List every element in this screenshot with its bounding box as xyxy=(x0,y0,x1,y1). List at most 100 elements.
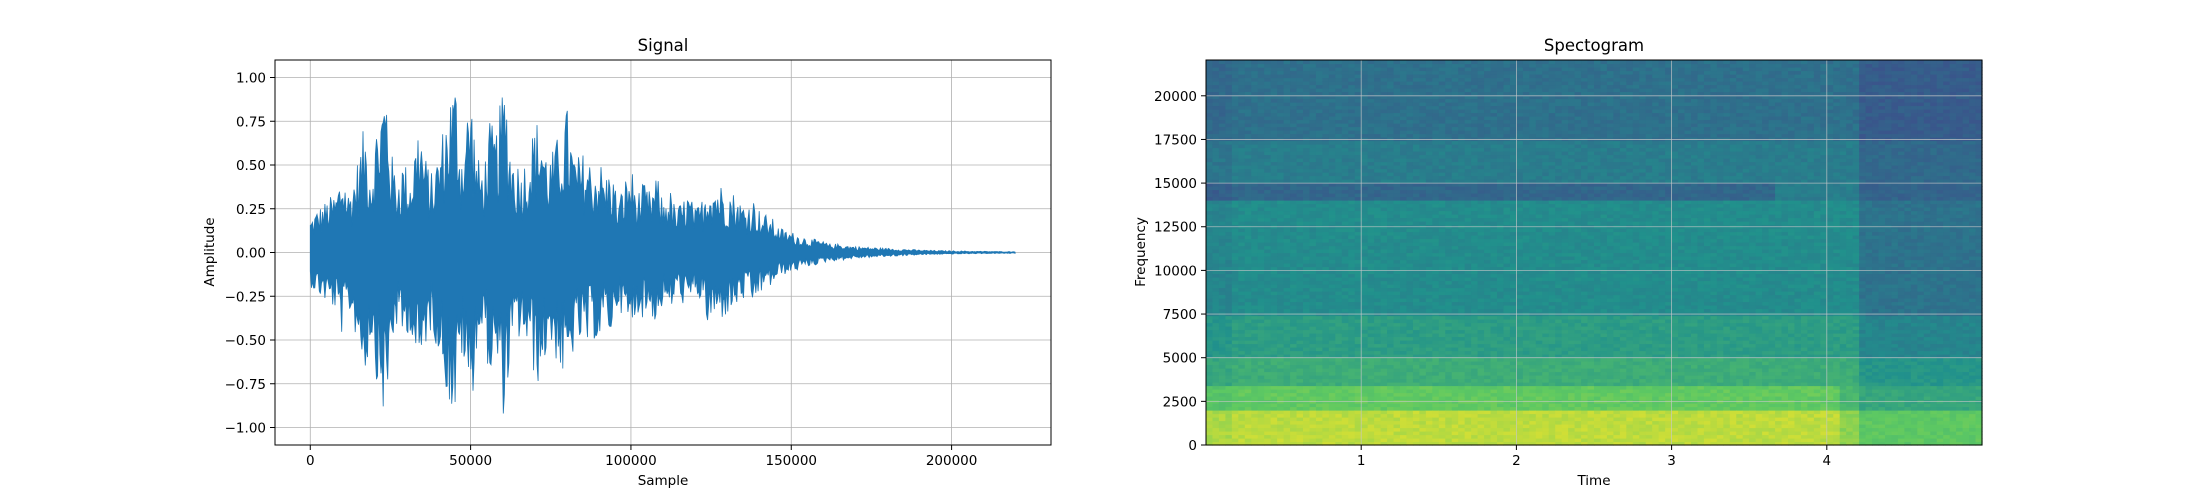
spectrogram-cell xyxy=(1425,385,1433,390)
spectrogram-cell xyxy=(1303,203,1311,208)
spectrogram-cell xyxy=(1458,361,1466,366)
spectrogram-cell xyxy=(1206,102,1214,107)
spectrogram-cell xyxy=(1387,214,1395,219)
spectrogram-cell xyxy=(1244,105,1252,110)
spectrogram-cell xyxy=(1231,231,1239,236)
spectrogram-cell xyxy=(1335,161,1343,166)
spectrogram-cell xyxy=(1251,378,1259,383)
spectrogram-cell xyxy=(1309,151,1317,156)
spectrogram-cell xyxy=(1477,406,1485,411)
spectrogram-cell xyxy=(1393,298,1401,303)
spectrogram-cell xyxy=(1400,434,1408,439)
spectrogram-cell xyxy=(1212,305,1220,310)
spectrogram-cell xyxy=(1322,298,1330,303)
spectrogram-cell xyxy=(1374,228,1382,233)
spectrogram-cell xyxy=(1425,67,1433,72)
spectrogram-cell xyxy=(1477,273,1485,278)
spectrogram-cell xyxy=(1296,196,1304,201)
spectrogram-cell xyxy=(1264,207,1272,212)
spectrogram-cell xyxy=(1251,140,1259,145)
spectrogram-cell xyxy=(1270,378,1278,383)
spectrogram-cell xyxy=(1257,315,1265,320)
spectrogram-cell xyxy=(1374,81,1382,86)
spectrogram-cell xyxy=(1218,245,1226,250)
spectrogram-cell xyxy=(1406,154,1414,159)
spectrogram-cell xyxy=(1464,322,1472,327)
spectrogram-cell xyxy=(1290,84,1298,89)
spectrogram-cell xyxy=(1484,350,1492,355)
spectrogram-cell xyxy=(1231,256,1239,261)
spectrogram-cell xyxy=(1432,396,1440,401)
spectrogram-cell xyxy=(1425,389,1433,394)
spectrogram-cell xyxy=(1277,375,1285,380)
spectrogram-cell xyxy=(1484,329,1492,334)
spectrogram-cell xyxy=(1335,403,1343,408)
spectrogram-cell xyxy=(1400,165,1408,170)
spectrogram-cell xyxy=(1335,74,1343,79)
spectrogram-cell xyxy=(1400,235,1408,240)
spectrogram-cell xyxy=(1206,242,1214,247)
spectrogram-cell xyxy=(1231,182,1239,187)
spectrogram-cell xyxy=(1451,203,1459,208)
spectrogram-cell xyxy=(1412,406,1420,411)
spectrogram-cell xyxy=(1464,308,1472,313)
spectrogram-cell xyxy=(1225,427,1233,432)
spectrogram-cell xyxy=(1212,308,1220,313)
spectrogram-cell xyxy=(1264,67,1272,72)
spectrogram-cell xyxy=(1374,77,1382,82)
spectrogram-cell xyxy=(1251,186,1259,191)
spectrogram-cell xyxy=(1225,109,1233,114)
spectrogram-cell xyxy=(1212,270,1220,275)
spectrogram-cell xyxy=(1257,378,1265,383)
spectrogram-cell xyxy=(1458,378,1466,383)
spectrogram-cell xyxy=(1374,441,1382,446)
spectrogram-cell xyxy=(1367,417,1375,422)
spectrogram-cell xyxy=(1270,403,1278,408)
spectrogram-cell xyxy=(1244,280,1252,285)
spectrogram-cell xyxy=(1490,130,1498,135)
spectrogram-cell xyxy=(1387,207,1395,212)
spectrogram-cell xyxy=(1393,126,1401,131)
signal-y-tick-label: 0.00 xyxy=(236,246,266,262)
spectrogram-cell xyxy=(1335,308,1343,313)
spectrogram-cell xyxy=(1458,259,1466,264)
spectrogram-cell xyxy=(1484,60,1492,65)
spectrogram-cell xyxy=(1432,182,1440,187)
spectrogram-cell xyxy=(1264,287,1272,292)
spectrogram-cell xyxy=(1400,301,1408,306)
spectrogram-cell xyxy=(1380,427,1388,432)
spectrogram-cell xyxy=(1374,417,1382,422)
spectrogram-cell xyxy=(1451,291,1459,296)
spectrogram-cell xyxy=(1303,301,1311,306)
spectrogram-cell xyxy=(1277,389,1285,394)
spectrogram-cell xyxy=(1309,203,1317,208)
spectrogram-cell xyxy=(1341,207,1349,212)
spectrogram-cell xyxy=(1464,74,1472,79)
spectrogram-cell xyxy=(1296,140,1304,145)
spectrogram-cell xyxy=(1283,182,1291,187)
spectrogram-cell xyxy=(1315,245,1323,250)
spectrogram-cell xyxy=(1231,389,1239,394)
spectrogram-cell xyxy=(1322,396,1330,401)
spectrogram-cell xyxy=(1380,403,1388,408)
spectrogram-cell xyxy=(1277,182,1285,187)
spectrogram-cell xyxy=(1277,256,1285,261)
spectrogram-cell xyxy=(1387,147,1395,152)
spectrogram-cell xyxy=(1218,431,1226,436)
spectrogram-cell xyxy=(1225,263,1233,268)
spectrogram-cell xyxy=(1464,385,1472,390)
spectrogram-cell xyxy=(1225,389,1233,394)
spectrogram-cell xyxy=(1458,385,1466,390)
spectrogram-cell xyxy=(1322,74,1330,79)
spectrogram-cell xyxy=(1348,270,1356,275)
spectrogram-cell xyxy=(1458,420,1466,425)
spectrogram-cell xyxy=(1432,210,1440,215)
spectrogram-cell xyxy=(1251,364,1259,369)
spectrogram-cell xyxy=(1277,67,1285,72)
spectrogram-cell xyxy=(1212,357,1220,362)
spectrogram-cell xyxy=(1206,259,1214,264)
spectrogram-cell xyxy=(1218,417,1226,422)
spectrogram-cell xyxy=(1406,424,1414,429)
spectrogram-cell xyxy=(1290,63,1298,68)
spectrogram-cell xyxy=(1380,284,1388,289)
